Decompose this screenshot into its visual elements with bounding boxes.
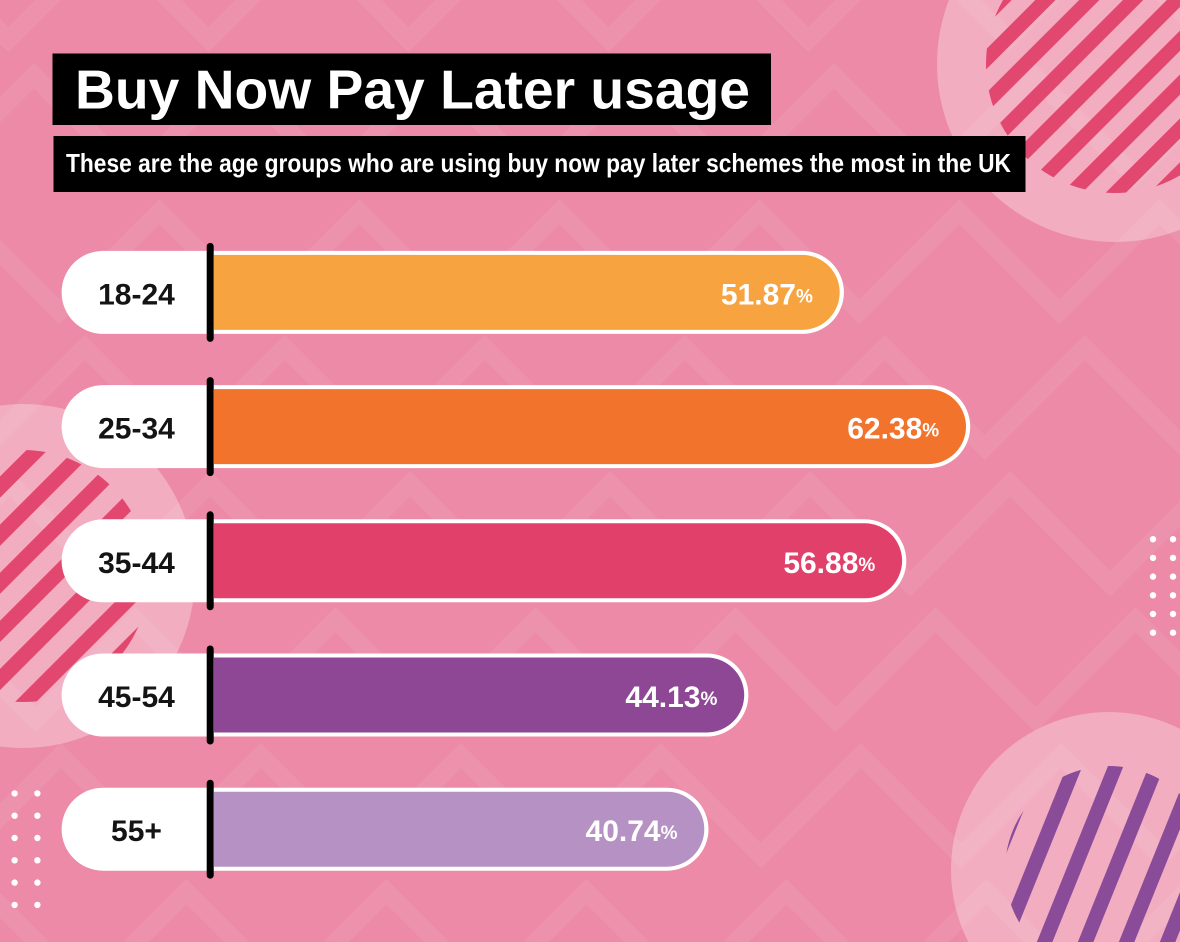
svg-text:18-24: 18-24 (98, 278, 175, 311)
svg-text:55+: 55+ (111, 815, 162, 848)
svg-text:45-54: 45-54 (98, 681, 175, 714)
svg-text:56.88%: 56.88% (783, 547, 875, 580)
svg-text:Buy Now Pay Later usage: Buy Now Pay Later usage (75, 58, 750, 120)
svg-text:These are the age groups who a: These are the age groups who are using b… (66, 148, 1011, 178)
svg-text:35-44: 35-44 (98, 547, 175, 580)
svg-text:25-34: 25-34 (98, 413, 175, 446)
